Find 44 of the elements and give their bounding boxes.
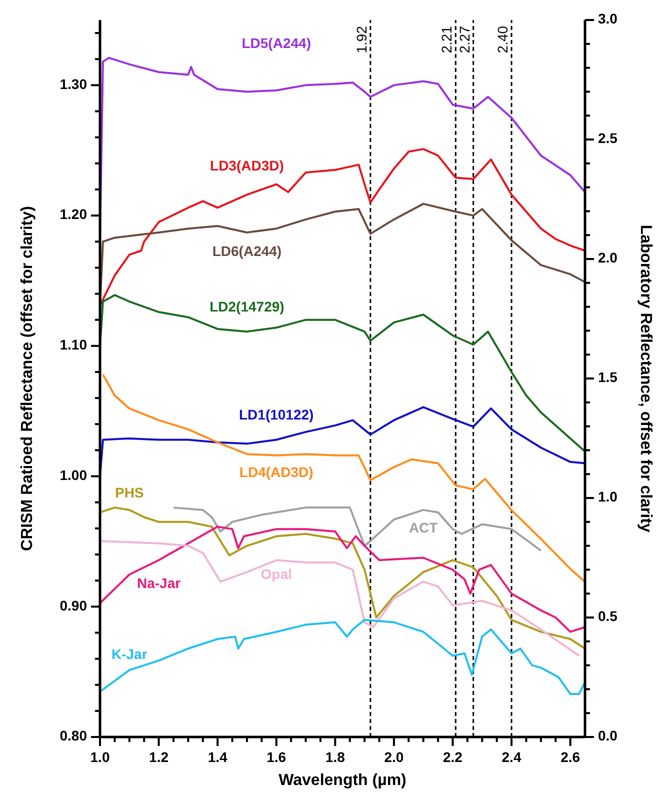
- line-series: [100, 506, 585, 650]
- y2-tick-label: 3.0: [598, 10, 618, 27]
- y-tick-label: 1.10: [60, 336, 88, 353]
- x-tick-label: 1.4: [208, 749, 228, 765]
- series-label: LD6(A244): [212, 243, 282, 260]
- y2-tick-label: 1.0: [598, 488, 618, 505]
- series-label: LD1(10122): [239, 406, 314, 422]
- series-label: LD2(14729): [210, 298, 284, 314]
- y2-tick-label: 0.0: [598, 728, 618, 744]
- series-label: LD4(AD3D): [239, 464, 314, 480]
- x-tick-label: 2.0: [384, 749, 404, 765]
- series-label: Na-Jar: [136, 574, 182, 591]
- ref-line-label: 2.27: [456, 26, 472, 54]
- text: LD5(A244): [242, 35, 311, 52]
- x-tick-label: 2.6: [560, 749, 580, 765]
- series-label: K-Jar: [111, 646, 148, 662]
- line-series: [172, 506, 542, 552]
- series-label: PHS: [114, 484, 144, 501]
- x-tick-label: 2.2: [442, 749, 463, 765]
- y-tick-label: 1.20: [60, 206, 88, 222]
- y-tick-label: 1.30: [60, 76, 88, 92]
- y2-tick-label: 2.5: [598, 130, 618, 146]
- x-tick-label: 1.8: [325, 749, 346, 765]
- y-axis-title: CRISM Ratioed Reflectance (offset for clarity): [19, 206, 36, 551]
- x-axis-title: Wavelength (µm): [278, 772, 406, 789]
- y-tick-label: 1.00: [60, 466, 88, 483]
- ref-line-label: 1.92: [353, 26, 370, 54]
- x-tick-label: 1.6: [266, 749, 286, 765]
- x-tick-label: 1.0: [90, 749, 110, 765]
- y2-tick-label: 1.5: [598, 369, 618, 386]
- series-label: ACT: [408, 520, 438, 536]
- y2-axis-title: Laboratory Reflectance, offset for clarity: [636, 224, 654, 532]
- x-tick-label: 2.4: [502, 749, 522, 765]
- line-series: [100, 618, 585, 695]
- series-label: Opal: [260, 566, 292, 582]
- line-series: [100, 294, 585, 453]
- y-tick-label: 0.80: [60, 728, 88, 744]
- ref-line-label: 2.40: [494, 26, 511, 54]
- x-tick-label: 1.2: [149, 749, 169, 765]
- y-tick-label: 0.90: [60, 597, 88, 614]
- ref-line-label: 2.21: [438, 26, 455, 54]
- y2-tick-label: 2.0: [598, 250, 618, 266]
- series-label: LD3(AD3D): [210, 157, 284, 174]
- y2-tick-label: 0.5: [598, 608, 618, 624]
